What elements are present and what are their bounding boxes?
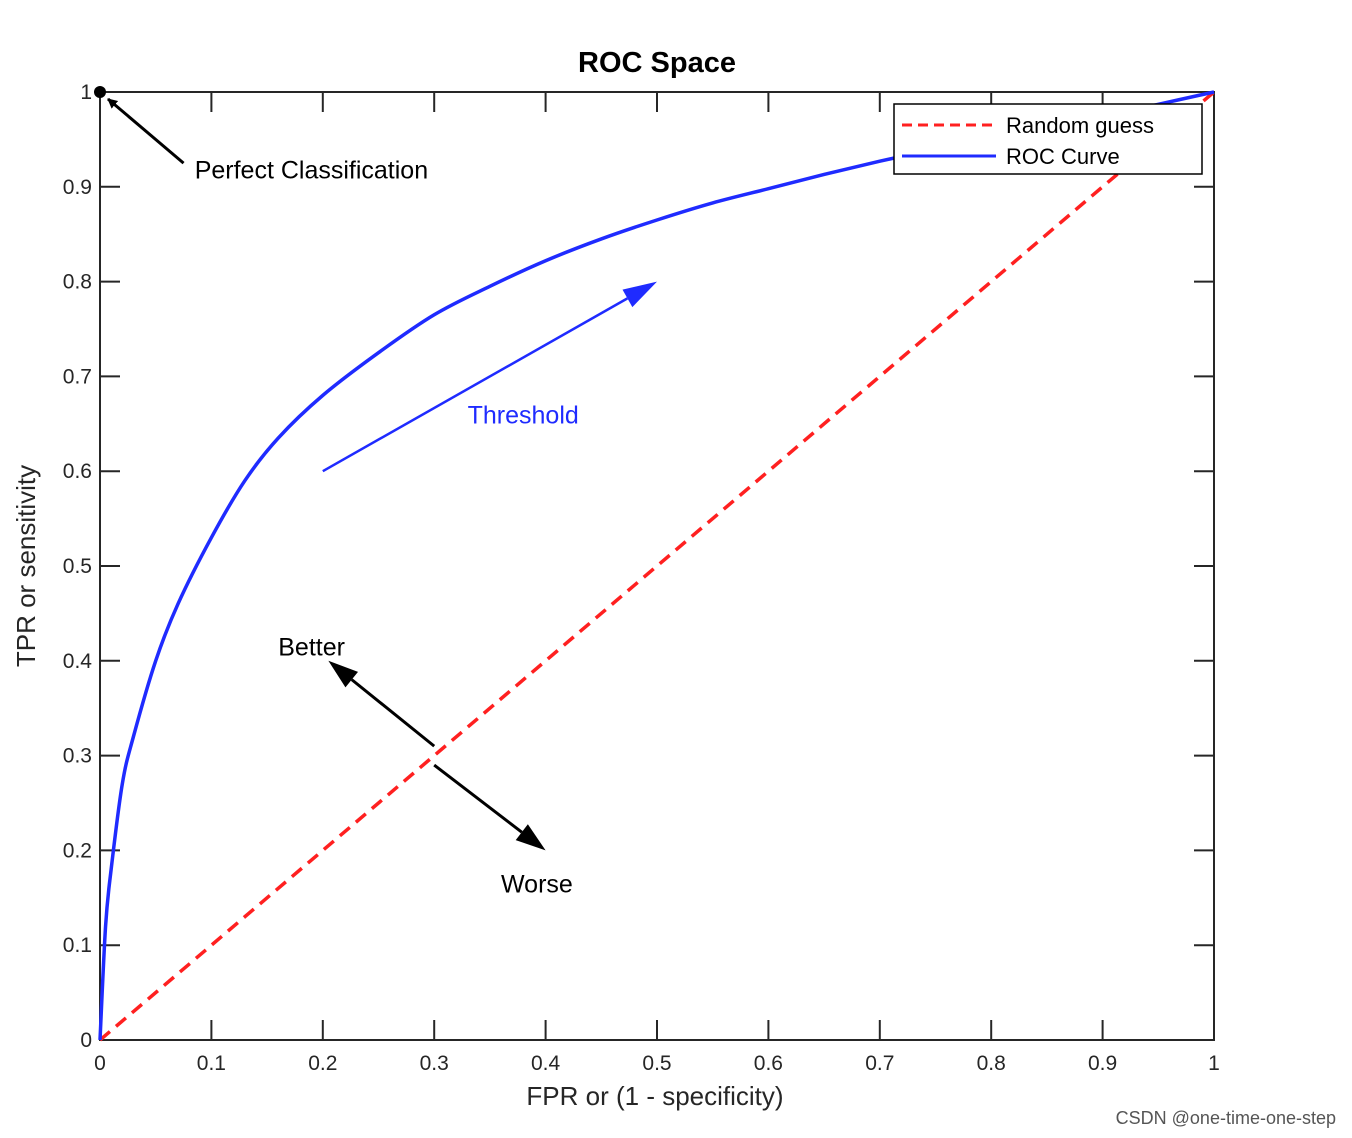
y-axis-label: TPR or sensitivity [11,465,41,667]
annotation-layer: Perfect Classification Threshold Better Wor… [94,86,657,899]
x-tick-label: 0.6 [754,1052,783,1075]
threshold-arrow-shaft [322,297,629,473]
worse-arrow-head [515,824,546,851]
y-tick-label: 0.6 [63,460,92,483]
legend-random-label: Random guess [1006,113,1154,138]
y-tick-label: 0.1 [63,934,92,957]
y-tick-label: 0 [80,1029,92,1052]
x-tick-label: 0.8 [977,1052,1006,1075]
perfect-arrow [107,97,185,165]
x-tick-label: 0.7 [865,1052,894,1075]
better-arrow-shaft [350,678,436,748]
x-tick-label: 0 [94,1052,106,1075]
y-tick-label: 0.4 [63,650,93,673]
x-tick-label: 0.2 [308,1052,337,1075]
x-tick-label: 0.3 [420,1052,449,1075]
y-tick-label: 0.7 [63,365,92,388]
perfect-point-marker [94,86,106,98]
better-arrow-head [328,660,359,688]
x-tick-label: 0.5 [642,1052,671,1075]
y-tick-label: 0.3 [63,745,92,768]
x-tick-label: 0.4 [531,1052,561,1075]
better-label: Better [278,634,345,662]
y-tick-label: 1 [80,81,92,104]
x-tick-label: 0.1 [197,1052,226,1075]
series-layer [98,90,1216,1042]
series-random-guess [98,90,1216,1042]
y-tick-label: 0.2 [63,839,92,862]
threshold-label: Threshold [468,401,579,429]
worse-label: Worse [501,871,573,899]
x-tick-label: 1 [1208,1052,1220,1075]
y-tick-label: 0.8 [63,271,92,294]
x-axis-ticks: 0 0.1 0.2 0.3 0.4 0.5 0.6 0.7 0.8 0.9 1 [94,92,1220,1075]
legend-roc-label: ROC Curve [1006,144,1120,169]
watermark: CSDN @one-time-one-step [1116,1108,1336,1128]
y-axis-ticks: 0 0.1 0.2 0.3 0.4 0.5 0.6 0.7 0.8 0.9 1 [63,81,1214,1052]
x-tick-label: 0.9 [1088,1052,1117,1075]
legend: Random guess ROC Curve [893,103,1203,175]
perfect-classification-label: Perfect Classification [195,157,428,185]
x-axis-label: FPR or (1 - specificity) [526,1081,783,1111]
chart-title: ROC Space [578,47,736,79]
y-tick-label: 0.5 [63,555,92,578]
worse-arrow-shaft [433,763,523,834]
legend-box [893,103,1203,175]
threshold-arrow-head [622,281,657,308]
y-tick-label: 0.9 [63,176,92,199]
